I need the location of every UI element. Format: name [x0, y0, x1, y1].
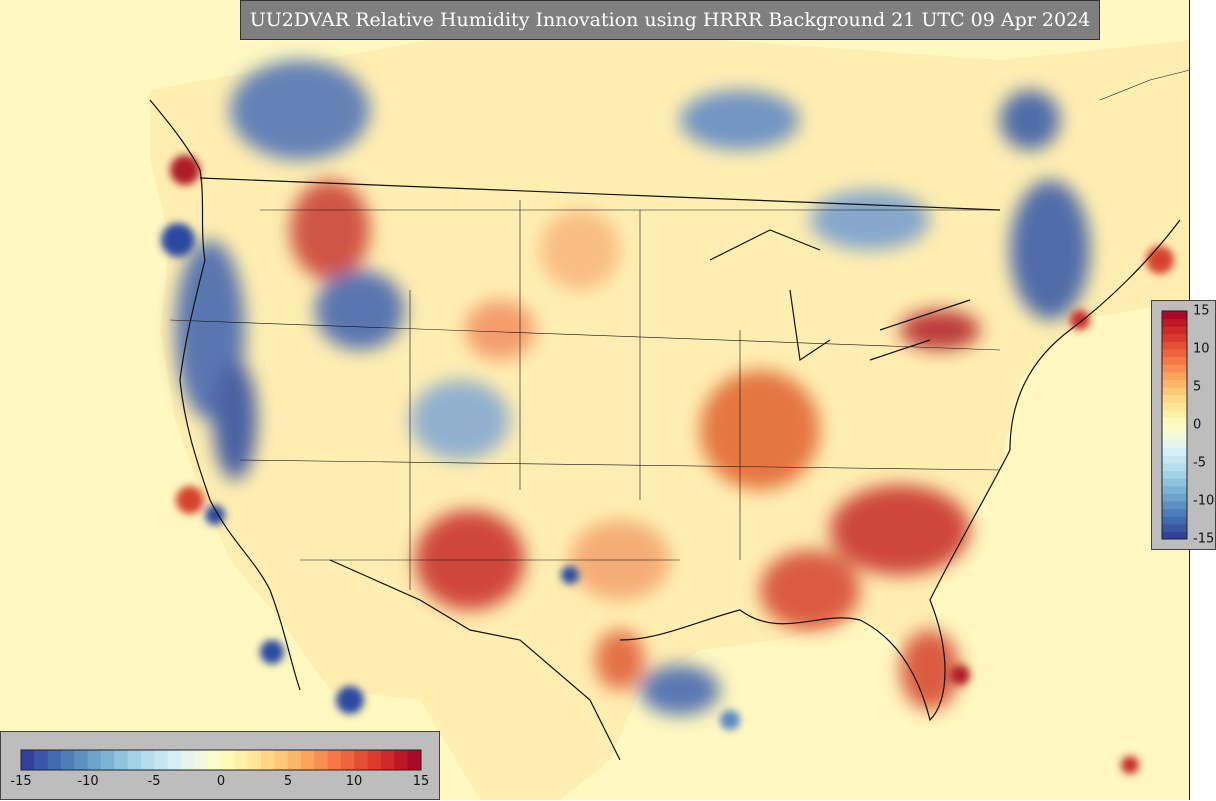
colorbar-horizontal-step	[34, 750, 49, 770]
colorbar-horizontal-tick: 5	[283, 774, 293, 789]
colorbar-vertical-step	[1162, 409, 1187, 418]
colorbar-vertical-tick: 5	[1193, 379, 1202, 395]
colorbar-vertical-step	[1162, 326, 1187, 335]
colorbar-vertical-step	[1162, 501, 1187, 510]
colorbar-horizontal-step	[234, 750, 249, 770]
colorbar-vertical-step	[1162, 394, 1187, 403]
colorbar-horizontal-tick: 0	[216, 774, 226, 789]
colorbar-vertical-step	[1162, 447, 1187, 456]
colorbar-horizontal-border	[20, 749, 422, 771]
colorbar-vertical-border	[1161, 310, 1188, 540]
colorbar-horizontal-gradient	[20, 749, 422, 771]
colorbar-vertical-step	[1162, 493, 1187, 502]
colorbar-horizontal-step	[261, 750, 275, 770]
colorbar-horizontal-step	[301, 750, 315, 770]
colorbar-vertical-step	[1162, 356, 1187, 365]
colorbar-vertical-step	[1162, 387, 1187, 396]
colorbar-horizontal-step	[87, 750, 102, 770]
humidity-map	[0, 0, 1189, 800]
colorbar-vertical-gradient	[1161, 310, 1188, 540]
map-title: UU2DVAR Relative Humidity Innovation usi…	[240, 0, 1100, 40]
colorbar-vertical-step	[1162, 470, 1187, 479]
colorbar-horizontal-step	[141, 750, 155, 770]
colorbar-vertical-step	[1162, 371, 1187, 380]
colorbar-vertical-step	[1162, 425, 1187, 434]
map-outlines	[149, 69, 1189, 761]
colorbar-horizontal-step	[274, 750, 289, 770]
colorbar-vertical-step	[1162, 349, 1187, 358]
colorbar-vertical-step	[1162, 455, 1187, 464]
colorbar-vertical-tick: -15	[1193, 531, 1215, 547]
colorbar-horizontal-step	[354, 750, 369, 770]
colorbar-horizontal-tick: 15	[412, 774, 430, 789]
colorbar-vertical-step	[1162, 379, 1187, 388]
colorbar-horizontal-step	[341, 750, 355, 770]
colorbar-horizontal: -15 -10 -5 0 5 10 15	[0, 731, 440, 800]
colorbar-vertical-step	[1162, 463, 1187, 472]
colorbar-vertical-step	[1162, 531, 1187, 540]
colorbar-vertical-tick: 15	[1193, 303, 1210, 319]
colorbar-horizontal-tick: 10	[345, 774, 363, 789]
colorbar-horizontal-step	[314, 750, 329, 770]
land-tint	[150, 40, 1189, 800]
colorbar-vertical-tick: 0	[1193, 417, 1202, 433]
colorbar-horizontal-step	[154, 750, 169, 770]
colorbar-horizontal-step	[287, 750, 302, 770]
colorbar-vertical-tick: -5	[1193, 455, 1206, 471]
colorbar-vertical-tick: -10	[1193, 493, 1215, 509]
colorbar-horizontal-tick: -15	[10, 774, 32, 789]
colorbar-horizontal-step	[381, 750, 395, 770]
map-frame	[0, 0, 1190, 800]
colorbar-vertical: 15 10 5 0 -5 -10 -15	[1151, 300, 1216, 550]
colorbar-horizontal-step	[127, 750, 142, 770]
colorbar-horizontal-step	[367, 750, 382, 770]
colorbar-vertical-step	[1162, 311, 1187, 320]
colorbar-horizontal-step	[394, 750, 409, 770]
colorbar-horizontal-step	[47, 750, 62, 770]
colorbar-horizontal-step	[167, 750, 182, 770]
colorbar-horizontal-step	[407, 750, 422, 770]
innovation-field-soft	[175, 60, 1090, 715]
colorbar-horizontal-step	[221, 750, 235, 770]
colorbar-horizontal-step	[207, 750, 222, 770]
colorbar-vertical-tick: 10	[1193, 341, 1210, 357]
colorbar-horizontal-step	[194, 750, 209, 770]
colorbar-horizontal-step	[101, 750, 115, 770]
colorbar-horizontal-step	[74, 750, 89, 770]
colorbar-horizontal-tick: -5	[147, 774, 161, 789]
colorbar-vertical-step	[1162, 523, 1187, 532]
colorbar-vertical-step	[1162, 333, 1187, 342]
colorbar-vertical-step	[1162, 440, 1187, 449]
colorbar-vertical-step	[1162, 485, 1187, 494]
colorbar-horizontal-step	[114, 750, 129, 770]
colorbar-horizontal-step	[327, 750, 342, 770]
colorbar-vertical-step	[1162, 318, 1187, 327]
colorbar-vertical-step	[1162, 402, 1187, 411]
colorbar-vertical-step	[1162, 508, 1187, 517]
colorbar-horizontal-step	[61, 750, 75, 770]
colorbar-vertical-step	[1162, 478, 1187, 487]
colorbar-vertical-step	[1162, 516, 1187, 525]
colorbar-vertical-step	[1162, 432, 1187, 441]
colorbar-horizontal-step	[181, 750, 195, 770]
colorbar-horizontal-step	[21, 750, 35, 770]
innovation-field-sharp	[161, 155, 1174, 774]
colorbar-vertical-step	[1162, 341, 1187, 350]
colorbar-vertical-step	[1162, 417, 1187, 426]
colorbar-horizontal-step	[247, 750, 262, 770]
colorbar-horizontal-tick: -10	[77, 774, 99, 789]
colorbar-vertical-step	[1162, 364, 1187, 373]
